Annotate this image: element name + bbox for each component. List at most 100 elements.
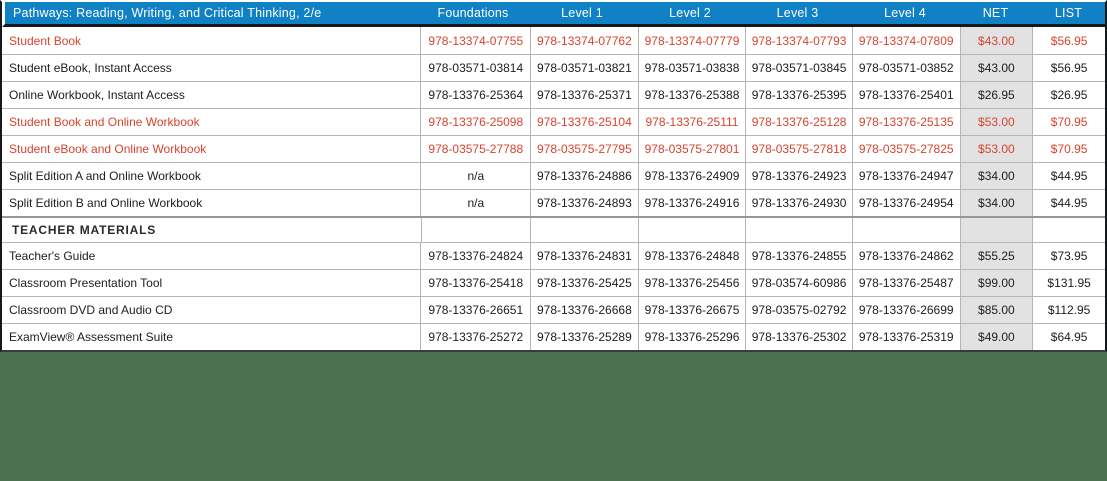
isbn-level-4: 978-13376-24862 <box>851 243 960 269</box>
column-header-level-2: Level 2 <box>669 6 711 20</box>
net-price: $53.00 <box>959 136 1033 162</box>
isbn-foundations <box>420 218 531 242</box>
section-header-row: TEACHER MATERIALS <box>2 216 1105 242</box>
product-name: Student eBook, Instant Access <box>9 61 172 75</box>
isbn-level-3: 978-03571-03845 <box>745 55 852 81</box>
isbn-level-2: 978-13376-25111 <box>637 109 746 135</box>
isbn-level-1: 978-13374-07762 <box>530 27 638 54</box>
isbn-level-2: 978-13376-25296 <box>637 324 746 350</box>
table-row: Split Edition A and Online Workbook n/a … <box>2 162 1105 189</box>
table-body: Student Book 978-13374-07755 978-13374-0… <box>2 27 1105 350</box>
net-price: $53.00 <box>959 109 1033 135</box>
isbn-level-4: 978-13376-24954 <box>851 190 960 216</box>
net-price: $26.95 <box>959 82 1033 108</box>
isbn-foundations: n/a <box>420 163 530 189</box>
isbn-level-3: 978-13374-07793 <box>745 27 852 54</box>
net-price: $99.00 <box>959 270 1033 296</box>
isbn-level-4: 978-03571-03852 <box>851 55 960 81</box>
isbn-level-3: 978-03575-27818 <box>745 136 852 162</box>
table-row: Student eBook, Instant Access 978-03571-… <box>2 54 1105 81</box>
isbn-level-2: 978-13376-24909 <box>637 163 746 189</box>
table-row: Classroom DVD and Audio CD 978-13376-266… <box>2 296 1105 323</box>
net-price <box>959 218 1033 242</box>
isbn-level-3: 978-13376-25395 <box>745 82 852 108</box>
isbn-level-1: 978-13376-24893 <box>530 190 638 216</box>
column-header-foundations: Foundations <box>437 6 509 20</box>
product-name: Teacher's Guide <box>9 249 96 263</box>
isbn-level-2: 978-13376-24848 <box>637 243 746 269</box>
isbn-level-4: 978-03575-27825 <box>851 136 960 162</box>
list-price: $64.95 <box>1032 324 1105 350</box>
isbn-level-3: 978-13376-25128 <box>745 109 852 135</box>
isbn-level-1: 978-13376-25104 <box>530 109 638 135</box>
isbn-level-4 <box>851 218 960 242</box>
product-name: Online Workbook, Instant Access <box>9 88 185 102</box>
table-row: Split Edition B and Online Workbook n/a … <box>2 189 1105 216</box>
net-price: $49.00 <box>959 324 1033 350</box>
column-header-level-1: Level 1 <box>561 6 603 20</box>
net-price: $34.00 <box>959 190 1033 216</box>
net-price: $43.00 <box>959 55 1033 81</box>
product-name: ExamView® Assessment Suite <box>9 330 174 344</box>
list-price: $56.95 <box>1032 55 1105 81</box>
isbn-foundations: n/a <box>420 190 530 216</box>
isbn-foundations: 978-13376-24824 <box>420 243 530 269</box>
net-price: $55.25 <box>959 243 1033 269</box>
isbn-level-1 <box>530 218 638 242</box>
isbn-level-1: 978-03575-27795 <box>530 136 638 162</box>
isbn-foundations: 978-13376-26651 <box>420 297 530 323</box>
isbn-level-3: 978-03574-60986 <box>745 270 852 296</box>
isbn-level-2: 978-13374-07779 <box>637 27 746 54</box>
isbn-foundations: 978-13374-07755 <box>420 27 530 54</box>
list-price: $70.95 <box>1032 109 1105 135</box>
product-name: Split Edition A and Online Workbook <box>9 169 201 183</box>
isbn-level-2: 978-13376-24916 <box>637 190 746 216</box>
isbn-level-2: 978-03575-27801 <box>637 136 746 162</box>
net-price: $43.00 <box>959 27 1033 54</box>
list-price: $44.95 <box>1032 163 1105 189</box>
isbn-level-2: 978-13376-25388 <box>637 82 746 108</box>
isbn-level-4: 978-13376-25135 <box>851 109 960 135</box>
table-row: Teacher's Guide 978-13376-24824 978-1337… <box>2 242 1105 269</box>
list-price <box>1032 218 1105 242</box>
isbn-level-1: 978-13376-25425 <box>530 270 638 296</box>
isbn-level-1: 978-13376-25289 <box>530 324 638 350</box>
column-header-level-4: Level 4 <box>884 6 926 20</box>
table-row: Classroom Presentation Tool 978-13376-25… <box>2 269 1105 296</box>
isbn-level-2: 978-13376-25456 <box>637 270 746 296</box>
product-name: Student eBook and Online Workbook <box>9 142 207 156</box>
isbn-level-3: 978-13376-24930 <box>745 190 852 216</box>
isbn-foundations: 978-13376-25272 <box>420 324 530 350</box>
isbn-level-2: 978-03571-03838 <box>637 55 746 81</box>
isbn-foundations: 978-13376-25418 <box>420 270 530 296</box>
table-row: Student Book and Online Workbook 978-133… <box>2 108 1105 135</box>
isbn-level-4: 978-13376-25401 <box>851 82 960 108</box>
product-name: TEACHER MATERIALS <box>12 223 157 237</box>
list-price: $112.95 <box>1032 297 1105 323</box>
isbn-level-1: 978-13376-24886 <box>530 163 638 189</box>
list-price: $131.95 <box>1032 270 1105 296</box>
isbn-level-4: 978-13374-07809 <box>851 27 960 54</box>
product-name: Student Book and Online Workbook <box>9 115 200 129</box>
product-name: Classroom DVD and Audio CD <box>9 303 173 317</box>
isbn-level-2: 978-13376-26675 <box>637 297 746 323</box>
isbn-level-1: 978-13376-25371 <box>530 82 638 108</box>
isbn-level-3 <box>745 218 852 242</box>
pathways-price-table: Pathways: Reading, Writing, and Critical… <box>0 0 1107 352</box>
isbn-level-2 <box>637 218 746 242</box>
isbn-level-4: 978-13376-26699 <box>851 297 960 323</box>
column-header-level-3: Level 3 <box>776 6 819 20</box>
column-header-list: LIST <box>1054 6 1083 20</box>
isbn-level-3: 978-13376-24855 <box>745 243 852 269</box>
isbn-level-3: 978-03575-02792 <box>745 297 852 323</box>
list-price: $44.95 <box>1032 190 1105 216</box>
list-price: $56.95 <box>1032 27 1105 54</box>
net-price: $34.00 <box>959 163 1033 189</box>
isbn-level-4: 978-13376-25319 <box>851 324 960 350</box>
isbn-level-4: 978-13376-25487 <box>851 270 960 296</box>
isbn-foundations: 978-03575-27788 <box>420 136 530 162</box>
table-row: ExamView® Assessment Suite 978-13376-252… <box>2 323 1105 350</box>
isbn-level-3: 978-13376-25302 <box>745 324 852 350</box>
list-price: $26.95 <box>1032 82 1105 108</box>
